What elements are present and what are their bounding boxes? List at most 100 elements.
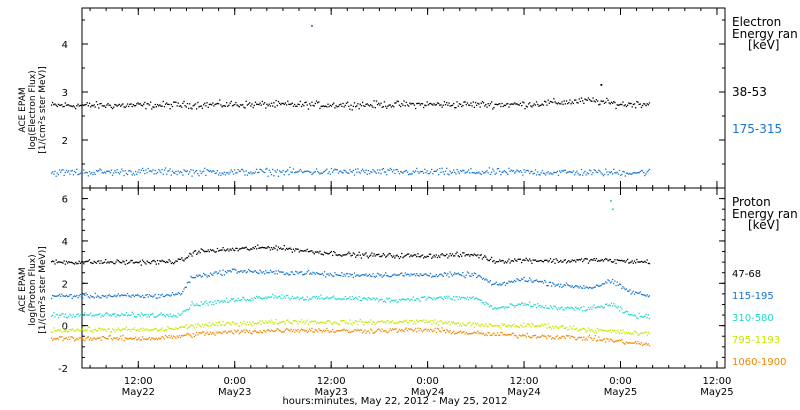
proton-data-point [141, 329, 144, 331]
proton-data-point [540, 306, 542, 308]
proton-data-point [512, 332, 515, 335]
proton-data-point [608, 340, 610, 342]
electron-data-point [204, 102, 206, 104]
proton-data-point [204, 301, 206, 303]
electron-data-point [522, 174, 524, 176]
proton-data-point [569, 261, 571, 263]
electron-data-point [440, 104, 442, 106]
proton-data-point [322, 274, 325, 276]
proton-data-point [336, 330, 338, 332]
proton-data-point [76, 263, 78, 265]
proton-data-point [594, 307, 596, 309]
electron-data-point [603, 102, 606, 104]
proton-data-point [327, 273, 329, 275]
proton-data-point [247, 331, 250, 334]
proton-data-point [434, 256, 436, 258]
proton-data-point [93, 260, 95, 263]
electron-data-point [341, 105, 343, 107]
proton-data-point [548, 307, 550, 310]
proton-data-point [234, 301, 236, 303]
proton-data-point [174, 315, 176, 317]
proton-data-point [274, 322, 276, 324]
proton-data-point [541, 305, 543, 307]
proton-data-point [259, 320, 261, 322]
electron-data-point [161, 105, 163, 107]
electron-data-point [62, 106, 64, 108]
proton-data-point [120, 295, 122, 297]
electron-data-point [359, 103, 361, 105]
electron-data-point [453, 103, 455, 105]
proton-data-point [428, 321, 431, 323]
electron-data-point [395, 169, 397, 171]
proton-data-point [514, 258, 516, 260]
proton-data-point [380, 255, 382, 258]
proton-data-point [75, 295, 77, 298]
proton-data-point [275, 296, 277, 298]
electron-data-point [527, 103, 530, 105]
proton-data-point [199, 332, 201, 334]
proton-data-point [518, 326, 520, 328]
proton-data-point [122, 294, 124, 297]
proton-data-point [631, 260, 633, 262]
proton-data-point [276, 273, 278, 275]
electron-data-point [603, 173, 606, 175]
proton-data-point [511, 332, 513, 334]
proton-data-point [333, 331, 335, 333]
proton-data-point [138, 337, 140, 339]
proton-data-point [496, 284, 499, 286]
proton-data-point [466, 271, 469, 273]
proton-data-point [424, 322, 426, 324]
proton-data-point [201, 331, 204, 333]
proton-data-point [272, 248, 274, 250]
proton-data-point [323, 298, 326, 300]
electron-data-point [357, 103, 359, 105]
proton-data-point [310, 250, 312, 252]
proton-data-point [93, 337, 95, 339]
proton-data-point [502, 282, 504, 284]
proton-data-point [594, 330, 596, 332]
proton-data-point [352, 252, 354, 254]
proton-data-point [196, 326, 198, 328]
proton-data-point [258, 247, 260, 249]
proton-data-point [203, 326, 205, 328]
proton-data-point [518, 334, 520, 336]
proton-data-point [291, 271, 293, 273]
electron-data-point [88, 171, 91, 173]
proton-data-point [143, 296, 145, 299]
proton-data-point [578, 309, 580, 311]
proton-data-point [406, 330, 409, 332]
electron-data-point [323, 105, 326, 108]
proton-data-point [151, 313, 153, 315]
proton-data-point [211, 324, 213, 326]
proton-data-point [297, 297, 299, 299]
proton-data-point [181, 313, 183, 315]
proton-data-point [440, 296, 442, 298]
proton-data-point [140, 296, 142, 298]
proton-data-point [494, 307, 496, 309]
proton-data-point [542, 261, 545, 263]
proton-data-point [226, 297, 228, 299]
proton-data-point [133, 327, 136, 329]
proton-data-point [571, 328, 573, 330]
proton-data-point [93, 315, 95, 317]
proton-data-point [639, 261, 641, 263]
electron-data-point [637, 172, 639, 174]
electron-data-point [269, 171, 272, 174]
proton-data-point [598, 306, 600, 308]
proton-data-point [521, 335, 523, 337]
proton-data-point [296, 248, 298, 250]
electron-legend-units: [keV] [748, 38, 779, 52]
proton-data-point [398, 320, 401, 323]
proton-data-point [556, 327, 558, 329]
proton-data-point [296, 296, 298, 298]
proton-data-point [508, 334, 510, 336]
electron-data-point [94, 106, 96, 108]
proton-data-point [208, 322, 210, 324]
proton-data-point [567, 260, 569, 263]
electron-legend-subtitle: Energy ran [732, 27, 798, 41]
electron-data-point [515, 103, 517, 105]
proton-data-point [319, 298, 321, 300]
proton-data-point [453, 273, 455, 276]
electron-data-point [287, 169, 289, 171]
proton-data-point [356, 297, 358, 299]
